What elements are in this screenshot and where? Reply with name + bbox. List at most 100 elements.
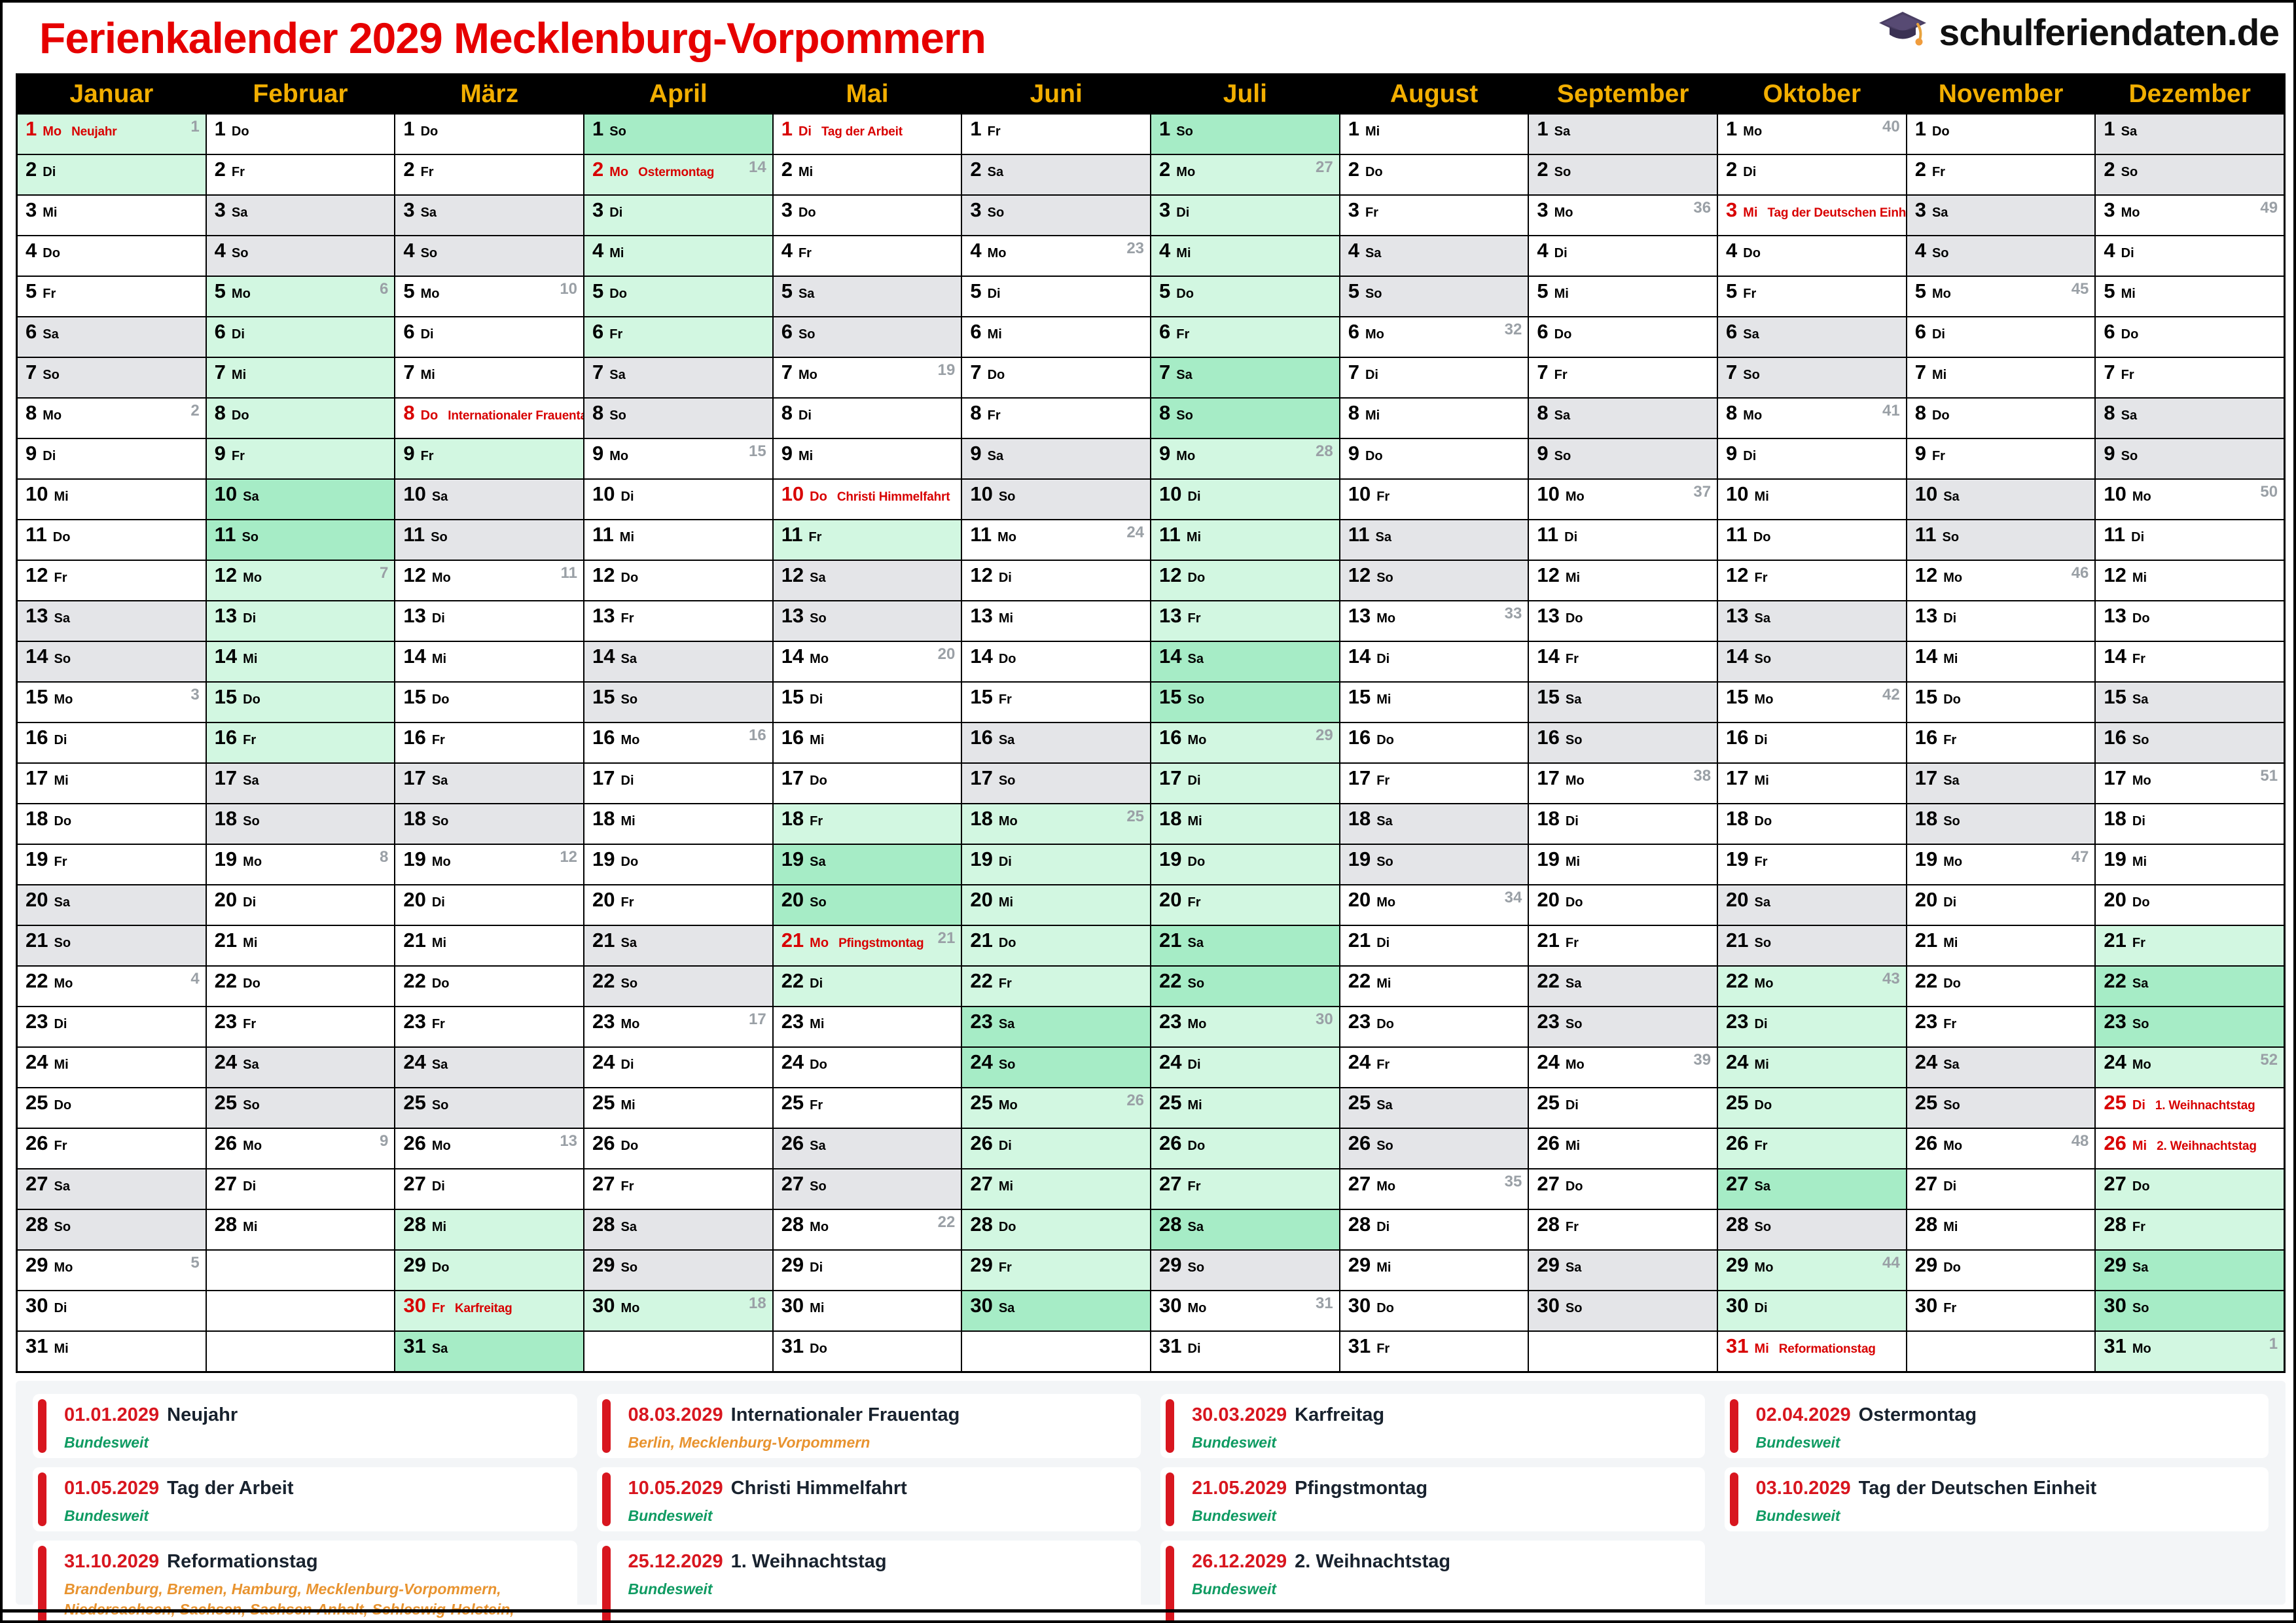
day-cell: 20 Fr (1151, 884, 1339, 925)
weekday-label: Mi (1187, 814, 1202, 829)
weekday-label: Fr (2132, 1220, 2145, 1234)
day-cell: 24 Mi (18, 1046, 206, 1087)
weekday-label: Fr (1365, 205, 1378, 220)
day-cell: 12 Do (1151, 560, 1339, 600)
weekday-label: Mo (54, 692, 73, 707)
day-cell: 11 So (395, 519, 584, 560)
day-number: 15 (1914, 685, 1938, 708)
legend-date: 01.05.2029 (64, 1478, 160, 1499)
weekday-label: So (431, 1098, 449, 1113)
week-number: 30 (1316, 1010, 1333, 1028)
legend-card: 10.05.2029 Christi Himmelfahrt Bundesweit (596, 1467, 1141, 1532)
day-number: 8 (1726, 401, 1738, 424)
legend-holiday-name: Tag der Deutschen Einheit (1858, 1478, 2097, 1499)
day-number: 19 (2104, 847, 2126, 870)
day-number: 14 (26, 645, 48, 668)
day-number: 6 (1726, 320, 1738, 343)
month-header: Juli (1151, 75, 1339, 113)
holiday-label: Neujahr (71, 125, 117, 139)
day-cell: 25 So (395, 1087, 584, 1128)
weekday-label: Mi (1565, 855, 1581, 869)
weekday-label: Mo (620, 1301, 640, 1315)
day-cell: 30 Di (18, 1290, 206, 1330)
day-number: 20 (781, 888, 804, 911)
weekday-label: Mi (998, 895, 1014, 910)
weekday-label: Mi (2132, 1139, 2147, 1153)
day-number: 3 (1726, 198, 1738, 221)
legend-holiday-name: 1. Weihnachtstag (730, 1551, 887, 1573)
day-cell: 6 Sa (1718, 316, 1906, 357)
day-number: 29 (592, 1253, 615, 1276)
weekday-label: Mi (609, 246, 624, 260)
day-number: 10 (214, 482, 238, 505)
weekday-label: Do (2121, 327, 2139, 342)
day-cell: 24 Sa (395, 1046, 584, 1087)
day-cell: 18 So (1907, 803, 2095, 844)
day-cell: 9 Fr (206, 438, 395, 478)
day-number: 16 (214, 726, 238, 749)
day-cell: 14 Sa (584, 641, 772, 681)
weekday-label: Di (43, 449, 56, 463)
weekday-label: So (1565, 1301, 1583, 1315)
day-cell: 17 Fr (1340, 762, 1528, 803)
month-header: Dezember (2096, 75, 2284, 113)
weekday-label: Mo (243, 1139, 262, 1153)
day-cell: 2 Do (1340, 154, 1528, 194)
day-number: 28 (214, 1213, 238, 1236)
day-number: 25 (1914, 1091, 1938, 1114)
weekday-label: Mi (431, 652, 447, 666)
legend-scope: Bundesweit (64, 1434, 149, 1451)
day-cell: 11 So (206, 519, 395, 560)
weekday-label: Di (431, 1179, 445, 1194)
day-number: 23 (2104, 1010, 2126, 1033)
legend-scope: Bundesweit (1192, 1580, 1277, 1598)
day-number: 20 (1726, 888, 1749, 911)
day-cell: 16 Di (1718, 722, 1906, 762)
day-cell: 18 Mi (584, 803, 772, 844)
weekday-label: So (1376, 1139, 1393, 1153)
day-number: 8 (403, 401, 415, 424)
day-number: 22 (1537, 969, 1560, 992)
day-number: 21 (214, 929, 238, 952)
week-number: 42 (1882, 686, 1900, 704)
day-number: 8 (214, 401, 226, 424)
day-cell: 5 Fr (18, 276, 206, 316)
day-cell: 14 Mi (206, 641, 395, 681)
week-number: 35 (1504, 1173, 1522, 1190)
day-number: 15 (1159, 685, 1182, 708)
day-cell: 17 Sa (206, 762, 395, 803)
weekday-label: Fr (1931, 165, 1945, 179)
day-cell: 18 Mo 25 (962, 803, 1151, 844)
day-number: 8 (26, 401, 37, 424)
day-cell: 16 So (1529, 722, 1717, 762)
week-number: 26 (1126, 1092, 1145, 1109)
day-cell: 4 So (1907, 235, 2095, 276)
weekday-label: Mo (1754, 1260, 1774, 1275)
day-number: 10 (970, 482, 993, 505)
day-cell: 4 So (395, 235, 584, 276)
weekday-label: Fr (1376, 774, 1390, 788)
site-logo[interactable]: schulferiendaten.de (1878, 9, 2280, 56)
day-number: 24 (1914, 1050, 1938, 1073)
day-number: 1 (1348, 117, 1359, 140)
day-number: 23 (781, 1010, 804, 1033)
month-column-januar: Januar 1 Mo Neujahr 1 2 Di 3 Mi 4 Do 5 Fr 6 Sa 7 So 8 Mo 2 9… (18, 75, 207, 1371)
day-number: 22 (1348, 969, 1371, 992)
week-number: 38 (1693, 767, 1712, 785)
day-cell: 31 Mi (18, 1330, 206, 1371)
day-cell: 20 Di (395, 884, 584, 925)
day-cell: 26 Mo 13 (395, 1128, 584, 1168)
weekday-label: Di (1554, 246, 1568, 260)
day-number: 5 (1726, 279, 1738, 302)
legend-date: 08.03.2029 (628, 1404, 723, 1425)
day-cell: 24 So (962, 1046, 1151, 1087)
day-cell: 4 Mi (1151, 235, 1339, 276)
day-cell: 29 Sa (2096, 1249, 2284, 1290)
day-number: 15 (214, 685, 238, 708)
weekday-label: Di (1176, 205, 1190, 220)
day-cell: 16 Fr (395, 722, 584, 762)
day-number: 2 (1726, 158, 1738, 181)
day-cell: 2 So (2096, 154, 2284, 194)
legend-red-bar-icon (1166, 1472, 1174, 1527)
day-cell: 22 Sa (1529, 965, 1717, 1006)
